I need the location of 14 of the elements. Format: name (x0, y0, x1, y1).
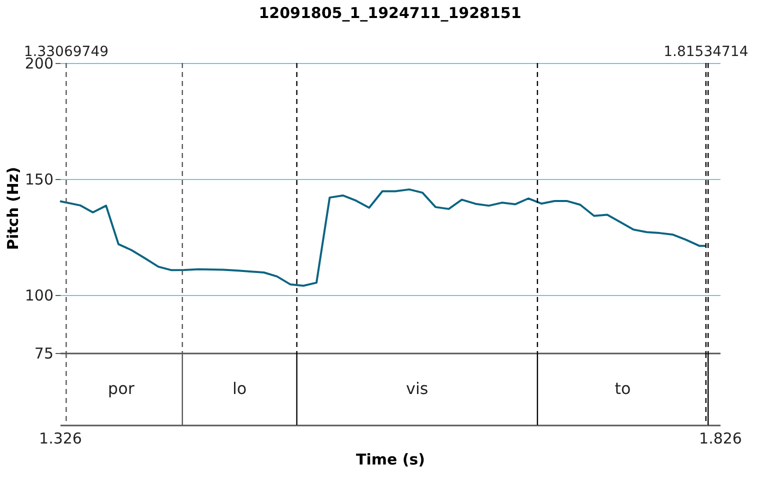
x-tick-label: 1.826 (699, 430, 742, 448)
y-tick-label: 150 (24, 170, 54, 188)
chart-title: 12091805_1_1924711_1928151 (258, 4, 522, 22)
text: por (108, 379, 135, 398)
text: to (614, 379, 631, 398)
line-series (59, 188, 707, 287)
y-tick-label: 75 (34, 344, 54, 362)
text: lo (232, 379, 247, 398)
text: vis (406, 379, 428, 398)
x-tick-label: 1.326 (39, 430, 82, 448)
y-axis-title: Pitch (Hz) (4, 166, 22, 250)
y-tick-label: 100 (24, 286, 54, 304)
x-axis-title: Time (s) (356, 450, 426, 468)
ref-line-label: 1.81534714 (664, 44, 748, 60)
